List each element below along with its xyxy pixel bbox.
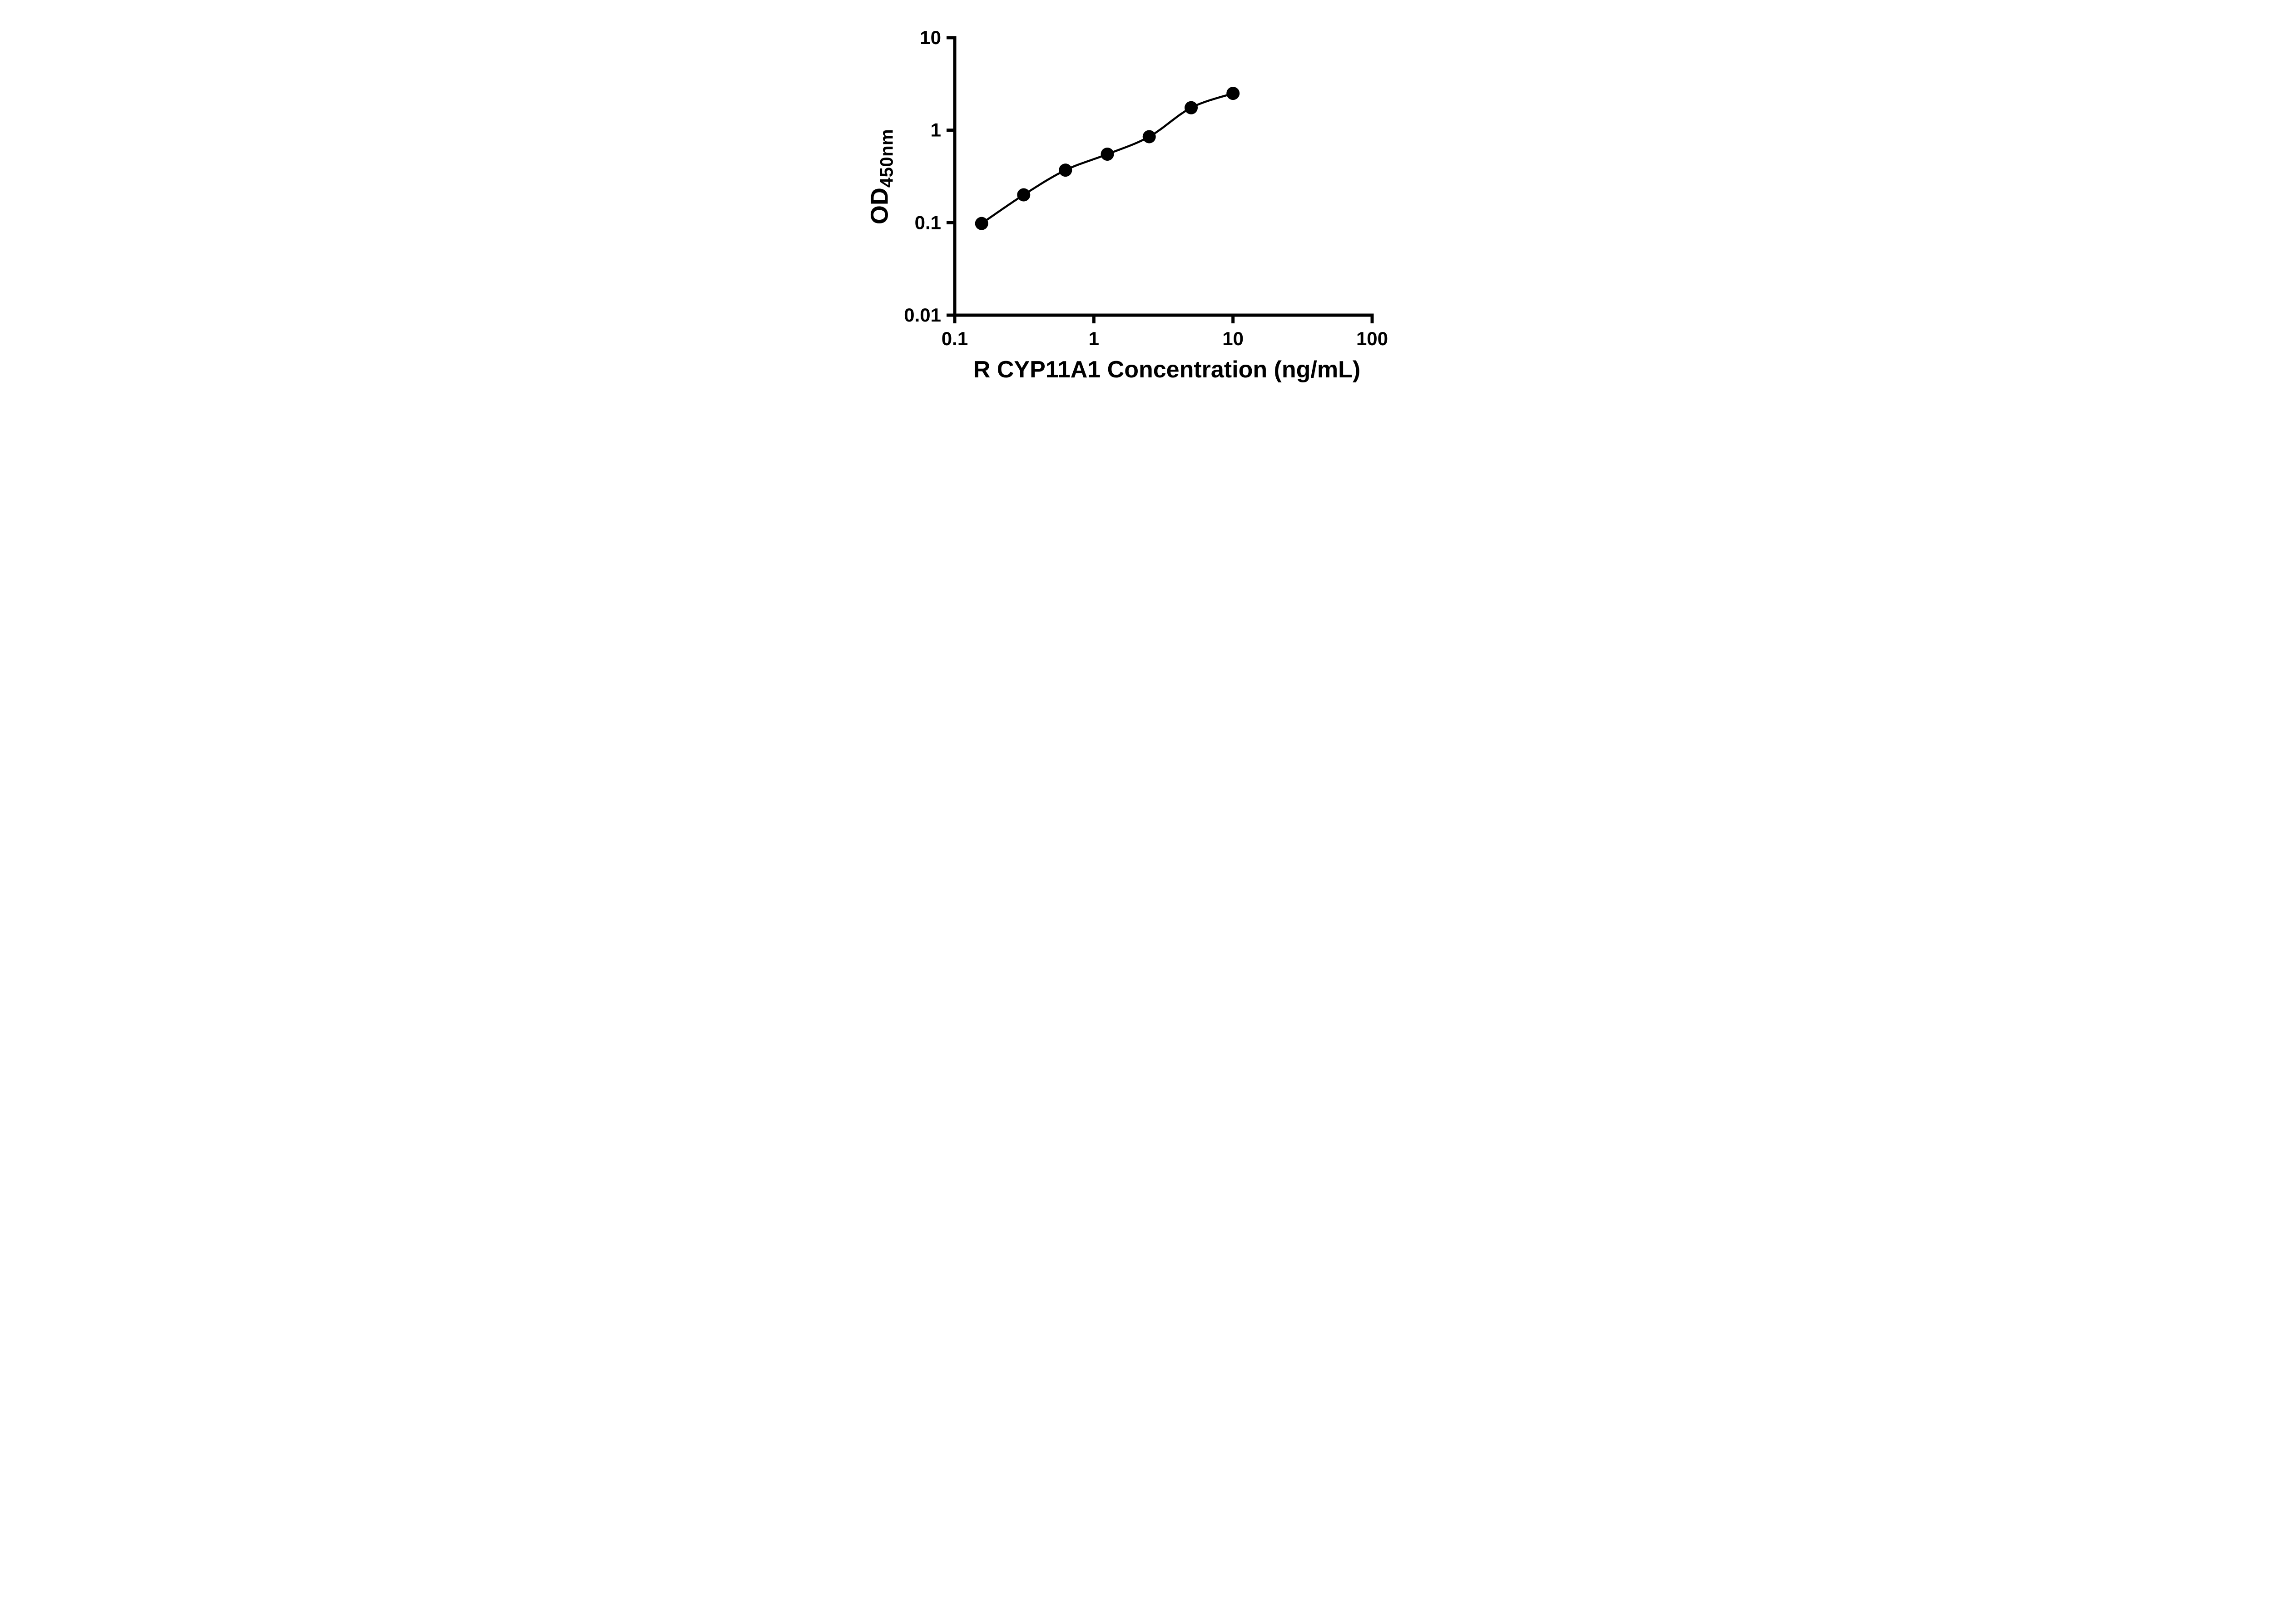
- data-point: [975, 217, 988, 230]
- x-tick-label: 1: [1089, 328, 1099, 349]
- y-axis-title: OD450nm: [866, 129, 897, 225]
- axis-spines: [953, 36, 1374, 317]
- x-tick-label: 100: [1356, 328, 1388, 349]
- y-tick-label: 0.01: [904, 304, 941, 326]
- data-point: [1142, 130, 1156, 144]
- x-tick-label: 0.1: [942, 328, 968, 349]
- data-point: [1017, 188, 1031, 202]
- y-tick-label: 1: [931, 119, 941, 141]
- x-axis-title: R CYP11A1 Concentration (ng/mL): [973, 356, 1361, 383]
- y-axis-title-sub: 450nm: [877, 129, 897, 188]
- y-tick-label: 0.1: [915, 212, 941, 233]
- data-point: [1101, 148, 1114, 161]
- elisa-standard-curve-chart: 0.1 1 10 100 0.01 0.1 1 10 OD450nm R CYP11A1 Co…: [843, 0, 1428, 406]
- data-point: [1059, 163, 1072, 177]
- y-axis-title-main: OD: [866, 188, 893, 225]
- y-tick-label: 10: [920, 27, 941, 48]
- data-point: [1185, 101, 1198, 114]
- x-tick-label: 10: [1222, 328, 1244, 349]
- data-point: [1226, 87, 1240, 100]
